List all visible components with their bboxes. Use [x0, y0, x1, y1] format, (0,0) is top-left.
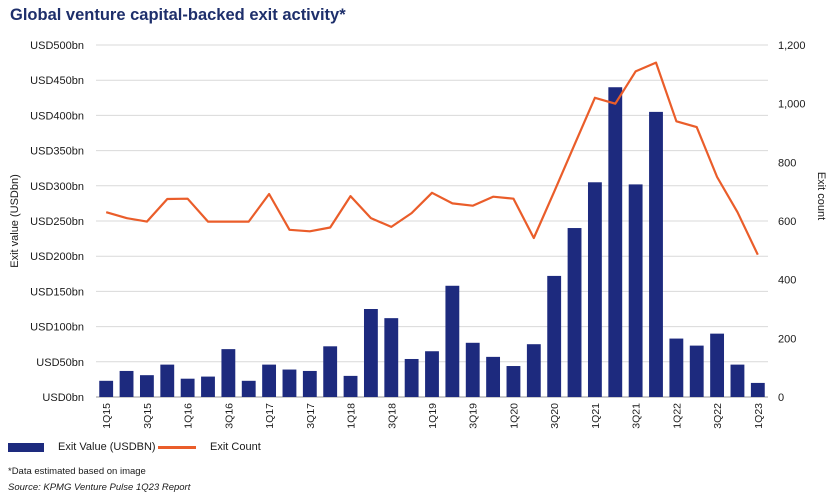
- chart-title: Global venture capital-backed exit activ…: [10, 6, 346, 24]
- y-right-tick-label: 1,000: [778, 99, 806, 111]
- bar-exit-value: [201, 376, 215, 397]
- legend-bar-swatch: [8, 442, 44, 452]
- y-left-tick-label: USD500bn: [30, 40, 84, 52]
- bar-exit-value: [221, 349, 236, 397]
- x-tick-label: 3Q16: [223, 403, 235, 429]
- footnote: *Data estimated based on image: [8, 466, 146, 477]
- bar-exit-value: [404, 358, 419, 397]
- y-right-tick-label: 200: [778, 333, 796, 345]
- bar-exit-value: [506, 366, 521, 397]
- x-tick-label: 1Q22: [671, 403, 683, 429]
- bar-exit-value: [465, 342, 480, 397]
- bar-exit-value: [689, 345, 704, 397]
- bar-exit-value: [99, 380, 114, 397]
- legend-exit-count-label: Exit Count: [210, 441, 261, 453]
- bar-exit-value: [282, 369, 297, 397]
- bar-exit-value: [669, 338, 684, 397]
- bar-exit-value: [445, 285, 460, 397]
- legend-line-swatch: [158, 445, 196, 449]
- bar-exit-value: [750, 382, 765, 397]
- bar-exit-value: [587, 182, 602, 397]
- bar-exit-value: [302, 370, 317, 397]
- x-tick-label: 3Q15: [142, 403, 154, 429]
- y-left-tick-label: USD100bn: [30, 322, 84, 334]
- bar-exit-value: [384, 318, 399, 397]
- source-note: Source: KPMG Venture Pulse 1Q23 Report: [8, 482, 191, 493]
- y-right-tick-label: 1,200: [778, 40, 806, 52]
- x-tick-label: 1Q23: [753, 403, 765, 429]
- bar-exit-value: [649, 111, 663, 397]
- bar-exit-value: [628, 184, 643, 397]
- bar-exit-value: [710, 333, 725, 397]
- x-tick-label: 3Q19: [468, 403, 480, 429]
- x-tick-label: 1Q15: [101, 403, 113, 429]
- x-tick-label: 3Q20: [549, 403, 561, 429]
- y-right-tick-label: 400: [778, 275, 796, 287]
- x-tick-label: 1Q17: [264, 403, 276, 429]
- bar-exit-value: [139, 375, 154, 397]
- y-left-tick-label: USD250bn: [30, 216, 84, 228]
- bar-exit-value: [567, 228, 582, 397]
- x-tick-label: 3Q17: [305, 403, 317, 429]
- y-left-axis-title: Exit value (USDbn): [9, 174, 21, 268]
- y-left-tick-label: USD300bn: [30, 181, 84, 193]
- bar-exit-value: [343, 375, 358, 397]
- bar-exit-value: [323, 346, 338, 397]
- x-tick-label: 3Q21: [631, 403, 643, 429]
- x-tick-label: 1Q21: [590, 403, 602, 429]
- bar-exit-value: [262, 364, 277, 397]
- bar-exit-value: [486, 356, 501, 397]
- bar-exit-value: [730, 364, 745, 397]
- x-tick-label: 1Q16: [183, 403, 195, 429]
- legend-exit-count: Exit Count: [158, 441, 261, 453]
- bar-exit-value: [180, 378, 195, 397]
- bar-exit-value: [526, 344, 541, 397]
- y-left-tick-label: USD450bn: [30, 75, 84, 87]
- y-left-tick-label: USD200bn: [30, 251, 84, 263]
- x-tick-label: 3Q18: [386, 403, 398, 429]
- bar-exit-value: [160, 364, 175, 397]
- x-tick-label: 3Q22: [712, 403, 724, 429]
- legend-exit-value: Exit Value (USDBN): [8, 441, 156, 453]
- bar-exit-value: [119, 370, 134, 397]
- y-right-tick-label: 0: [778, 392, 784, 404]
- bar-exit-value: [608, 87, 623, 398]
- y-right-tick-label: 600: [778, 216, 796, 228]
- x-tick-label: 1Q18: [346, 403, 358, 429]
- y-right-tick-label: 800: [778, 157, 796, 169]
- bar-exit-value: [547, 275, 562, 397]
- bar-exit-value: [241, 380, 256, 397]
- y-left-tick-label: USD50bn: [36, 357, 84, 369]
- x-tick-label: 1Q20: [508, 403, 520, 429]
- y-left-tick-label: USD150bn: [30, 286, 84, 298]
- legend-exit-value-label: Exit Value (USDBN): [58, 441, 156, 453]
- bar-exit-value: [425, 351, 439, 397]
- y-right-axis-title: Exit count: [815, 172, 827, 220]
- bar-exit-value: [363, 309, 378, 397]
- y-left-tick-label: USD400bn: [30, 110, 84, 122]
- y-left-tick-label: USD0bn: [42, 392, 84, 404]
- line-exit-count: [105, 61, 759, 256]
- y-left-tick-label: USD350bn: [30, 146, 84, 158]
- x-tick-label: 1Q19: [427, 403, 439, 429]
